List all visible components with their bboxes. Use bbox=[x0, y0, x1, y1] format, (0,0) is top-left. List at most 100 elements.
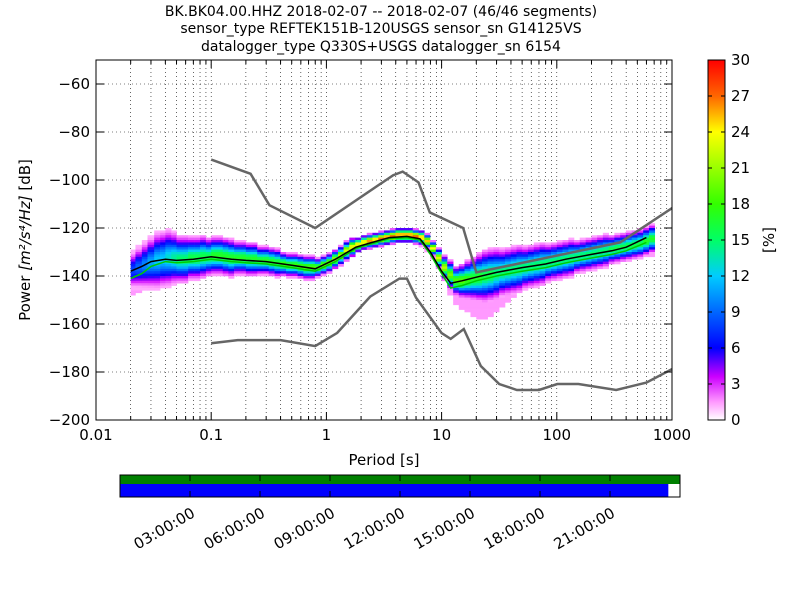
pdf-cell bbox=[211, 244, 218, 248]
pdf-cell bbox=[222, 266, 229, 270]
pdf-cell bbox=[141, 240, 148, 243]
pdf-cell bbox=[216, 235, 224, 238]
pdf-cell bbox=[441, 259, 448, 262]
time-tick-label: 12:00:00 bbox=[341, 504, 408, 553]
pdf-cell bbox=[458, 268, 465, 272]
pdf-cell bbox=[493, 254, 500, 258]
colorbar-tick-label: 12 bbox=[731, 267, 750, 285]
pdf-cell bbox=[470, 302, 477, 306]
pdf-cell bbox=[625, 252, 633, 255]
pdf-cell bbox=[481, 290, 488, 294]
pdf-cell bbox=[539, 280, 546, 284]
pdf-cell bbox=[205, 256, 212, 260]
chart-title: BK.BK04.00.HHZ 2018-02-07 -- 2018-02-07 … bbox=[165, 4, 597, 55]
pdf-cell bbox=[171, 240, 177, 243]
pdf-cell bbox=[620, 259, 627, 262]
pdf-cell bbox=[631, 240, 638, 243]
pdf-cell bbox=[510, 256, 517, 260]
pdf-cell bbox=[441, 254, 448, 258]
pdf-cell bbox=[320, 273, 327, 277]
pdf-cell bbox=[637, 256, 644, 260]
pdf-cell bbox=[135, 254, 143, 258]
pdf-cell bbox=[263, 254, 270, 258]
pdf-cell bbox=[216, 240, 224, 243]
pdf-cell bbox=[141, 249, 148, 253]
pdf-cell bbox=[268, 254, 275, 258]
pdf-cell bbox=[493, 292, 500, 296]
pdf-cell bbox=[568, 247, 575, 250]
y-tick-label: −120 bbox=[49, 219, 90, 237]
pdf-cell bbox=[476, 295, 483, 298]
pdf-cell bbox=[130, 266, 136, 270]
pdf-cell bbox=[499, 300, 506, 303]
pdf-cell bbox=[556, 276, 563, 279]
pdf-cell bbox=[476, 252, 483, 255]
pdf-cell bbox=[648, 252, 656, 255]
pdf-cell bbox=[320, 261, 327, 265]
pdf-cell bbox=[200, 242, 207, 246]
pdf-cell bbox=[245, 256, 252, 260]
pdf-cell bbox=[470, 290, 477, 294]
pdf-cell bbox=[205, 264, 212, 267]
pdf-cell bbox=[481, 254, 488, 258]
pdf-cell bbox=[504, 256, 512, 260]
pdf-cell bbox=[165, 278, 172, 282]
pdf-cell bbox=[458, 285, 465, 289]
pdf-cell bbox=[516, 254, 523, 258]
pdf-cell bbox=[562, 256, 569, 260]
pdf-cell bbox=[147, 259, 155, 262]
pdf-cell bbox=[280, 261, 287, 265]
pdf-cell bbox=[234, 242, 241, 246]
pdf-cell bbox=[614, 237, 621, 241]
pdf-cell bbox=[240, 268, 247, 272]
pdf-cell bbox=[648, 244, 656, 248]
pdf-cell bbox=[274, 252, 281, 255]
pdf-cell bbox=[211, 261, 218, 265]
pdf-cell bbox=[222, 240, 229, 243]
pdf-cell bbox=[418, 230, 425, 234]
pdf-cell bbox=[171, 266, 177, 270]
pdf-cell bbox=[458, 288, 465, 291]
pdf-cell bbox=[487, 271, 494, 274]
pdf-cell bbox=[470, 283, 477, 286]
pdf-cell bbox=[579, 242, 586, 246]
pdf-cell bbox=[378, 232, 385, 236]
pdf-cell bbox=[585, 252, 592, 255]
pdf-cell bbox=[280, 256, 287, 260]
pdf-cell bbox=[160, 237, 166, 241]
pdf-cell bbox=[188, 271, 195, 274]
pdf-cell bbox=[160, 232, 166, 236]
pdf-cell bbox=[568, 242, 575, 246]
pdf-cell bbox=[499, 249, 506, 253]
pdf-cell bbox=[648, 254, 656, 258]
pdf-cell bbox=[614, 261, 621, 265]
pdf-cell bbox=[545, 244, 552, 248]
time-tick-label: 09:00:00 bbox=[271, 504, 338, 553]
pdf-cell bbox=[476, 288, 483, 291]
pdf-cell bbox=[470, 307, 477, 310]
pdf-cell bbox=[182, 242, 189, 246]
pdf-cell bbox=[625, 249, 633, 253]
pdf-cell bbox=[141, 276, 148, 279]
pdf-cell bbox=[510, 285, 517, 289]
pdf-cell bbox=[291, 273, 298, 277]
pdf-cell bbox=[533, 244, 540, 248]
pdf-cell bbox=[643, 225, 650, 229]
pdf-cell bbox=[476, 316, 483, 320]
pdf-cell bbox=[130, 292, 136, 296]
pdf-cell bbox=[165, 268, 172, 272]
pdf-cell bbox=[257, 256, 264, 260]
pdf-cell bbox=[585, 240, 592, 243]
pdf-cell bbox=[487, 302, 494, 306]
pdf-cell bbox=[194, 268, 201, 272]
pdf-cell bbox=[291, 268, 298, 272]
pdf-cell bbox=[441, 278, 448, 282]
time-tick-label: 03:00:00 bbox=[131, 504, 198, 553]
pdf-cell bbox=[620, 256, 627, 260]
pdf-cell bbox=[383, 240, 391, 243]
pdf-cell bbox=[424, 237, 431, 241]
pdf-cell bbox=[573, 266, 580, 270]
y-tick-label: −200 bbox=[49, 411, 90, 429]
pdf-cell bbox=[631, 252, 638, 255]
pdf-cell bbox=[349, 237, 356, 241]
